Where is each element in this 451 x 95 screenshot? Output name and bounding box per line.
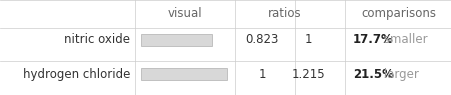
Text: hydrogen chloride: hydrogen chloride bbox=[23, 68, 130, 81]
Text: nitric oxide: nitric oxide bbox=[64, 33, 130, 46]
Text: 21.5%: 21.5% bbox=[352, 68, 393, 81]
Text: comparisons: comparisons bbox=[360, 7, 435, 20]
Text: 1: 1 bbox=[304, 33, 311, 46]
Text: visual: visual bbox=[167, 7, 202, 20]
Text: 1: 1 bbox=[258, 68, 265, 81]
Bar bbox=[141, 68, 226, 80]
Text: ratios: ratios bbox=[267, 7, 301, 20]
Text: 0.823: 0.823 bbox=[245, 33, 278, 46]
Bar bbox=[141, 34, 212, 46]
Text: 17.7%: 17.7% bbox=[352, 33, 393, 46]
Text: smaller: smaller bbox=[379, 33, 427, 46]
Text: larger: larger bbox=[379, 68, 418, 81]
Text: 1.215: 1.215 bbox=[290, 68, 324, 81]
